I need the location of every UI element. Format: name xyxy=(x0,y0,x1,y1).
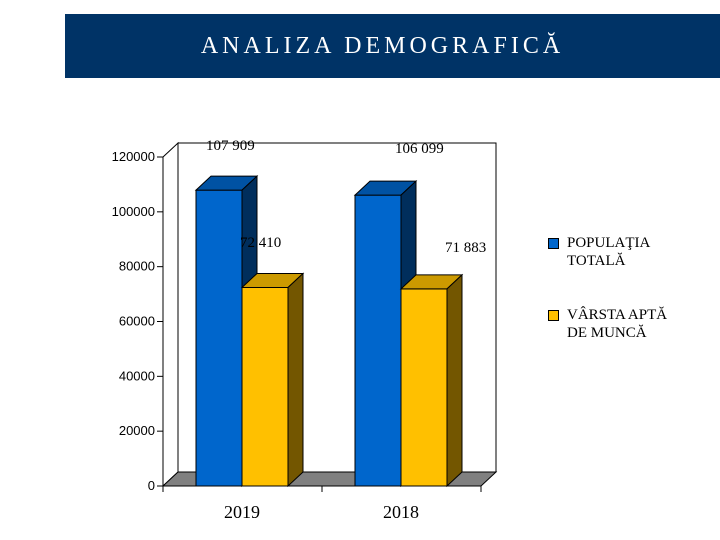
data-label-2018-0: 106 099 xyxy=(395,141,444,157)
data-label-2019-1: 72 410 xyxy=(240,235,281,251)
y-tick-label: 40000 xyxy=(119,368,155,383)
legend: POPULAŢIA TOTALĂ VÂRSTA APTĂ DE MUNCĂ xyxy=(548,234,718,378)
legend-item-working-age: VÂRSTA APTĂ DE MUNCĂ xyxy=(548,306,718,342)
bar-side-2018-1 xyxy=(446,273,463,488)
title-bar: ANALIZA DEMOGRAFICĂ xyxy=(65,14,720,78)
bar-side-2019-1 xyxy=(287,272,304,488)
bar-2019-total xyxy=(195,189,243,487)
y-tick-label: 100000 xyxy=(112,204,155,219)
legend-label-working-age: VÂRSTA APTĂ DE MUNCĂ xyxy=(567,307,668,341)
x-label-2018: 2018 xyxy=(383,502,419,522)
y-tick-label: 0 xyxy=(148,478,155,493)
data-label-2018-1: 71 883 xyxy=(445,240,486,256)
legend-item-total: POPULAŢIA TOTALĂ xyxy=(548,234,718,270)
chart-title: ANALIZA DEMOGRAFICĂ xyxy=(200,32,565,59)
y-tick-label: 120000 xyxy=(112,149,155,164)
y-tick-label: 60000 xyxy=(119,314,155,329)
y-tick-label: 20000 xyxy=(119,423,155,438)
bar-2018-working-age xyxy=(400,288,448,487)
legend-swatch-working-age xyxy=(548,310,559,321)
plot-side-wall xyxy=(162,141,179,488)
legend-label-total: POPULAŢIA TOTALĂ xyxy=(567,235,651,269)
data-label-2019-0: 107 909 xyxy=(206,138,255,154)
y-tick-label: 80000 xyxy=(119,259,155,274)
x-label-2019: 2019 xyxy=(224,502,260,522)
bar-2019-working-age xyxy=(241,286,289,487)
bar-2018-total xyxy=(354,194,402,487)
legend-swatch-total xyxy=(548,238,559,249)
